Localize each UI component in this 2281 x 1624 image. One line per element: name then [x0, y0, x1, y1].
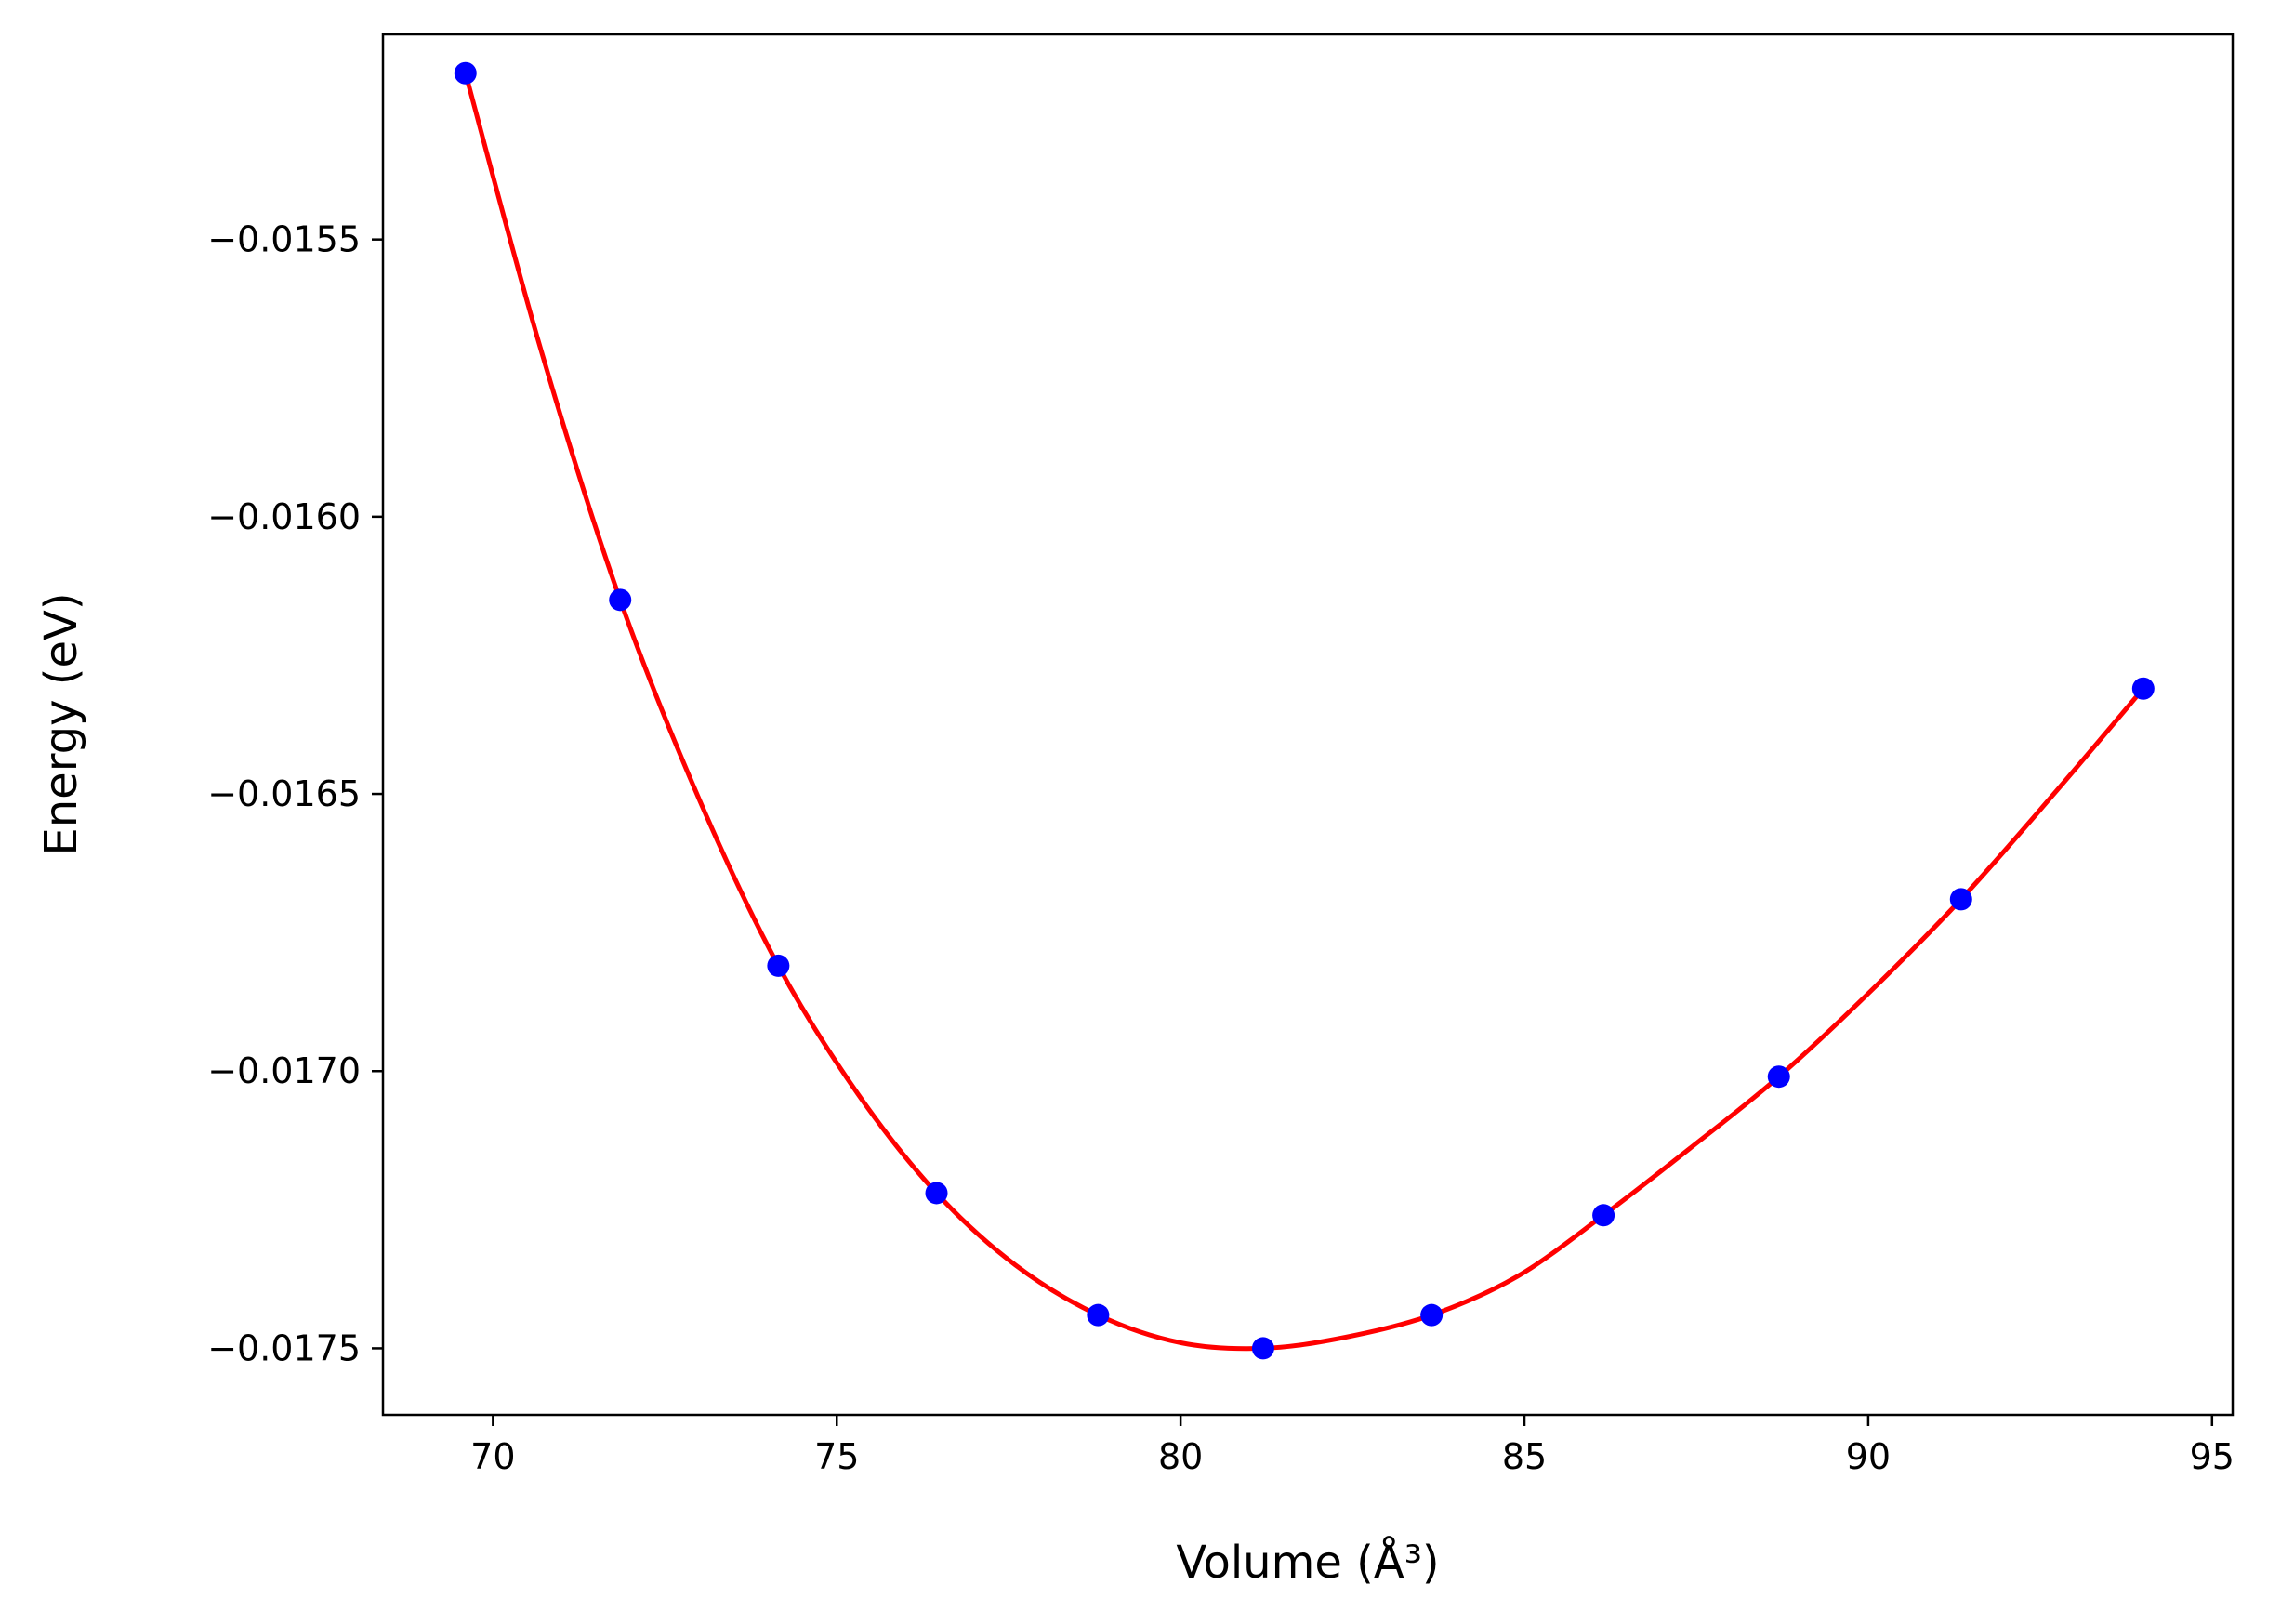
data-point: [925, 1182, 948, 1205]
data-point: [2131, 677, 2155, 700]
plot-area: [454, 61, 2155, 1360]
fit-curve: [463, 73, 2145, 1352]
data-point: [609, 588, 632, 612]
x-tick-label: 85: [1502, 1436, 1547, 1477]
y-axis-title: Energy (eV): [35, 592, 87, 855]
data-point: [1420, 1303, 1444, 1327]
y-tick-label: −0.0155: [207, 219, 361, 260]
data-point: [1087, 1303, 1110, 1327]
x-tick-label: 80: [1158, 1436, 1203, 1477]
x-axis: 70 75 80 85 90 95: [470, 1415, 2235, 1477]
data-point: [1767, 1065, 1790, 1089]
data-point: [767, 954, 790, 977]
data-point: [454, 61, 477, 85]
y-tick-label: −0.0160: [207, 496, 361, 537]
y-tick-label: −0.0170: [207, 1050, 361, 1091]
x-axis-title: Volume (Å³): [1176, 1536, 1439, 1589]
plot-frame: [381, 33, 2235, 1417]
y-tick-label: −0.0165: [207, 773, 361, 814]
x-tick-label: 75: [814, 1436, 859, 1477]
x-tick-label: 70: [470, 1436, 515, 1477]
y-tick-label: −0.0175: [207, 1327, 361, 1368]
x-tick-label: 95: [2190, 1436, 2235, 1477]
y-axis: −0.0155 −0.0160 −0.0165 −0.0170 −0.0175: [207, 219, 383, 1368]
data-point: [1949, 888, 1972, 911]
x-tick-label: 90: [1846, 1436, 1891, 1477]
data-point: [1592, 1204, 1615, 1227]
data-point: [1251, 1337, 1274, 1360]
